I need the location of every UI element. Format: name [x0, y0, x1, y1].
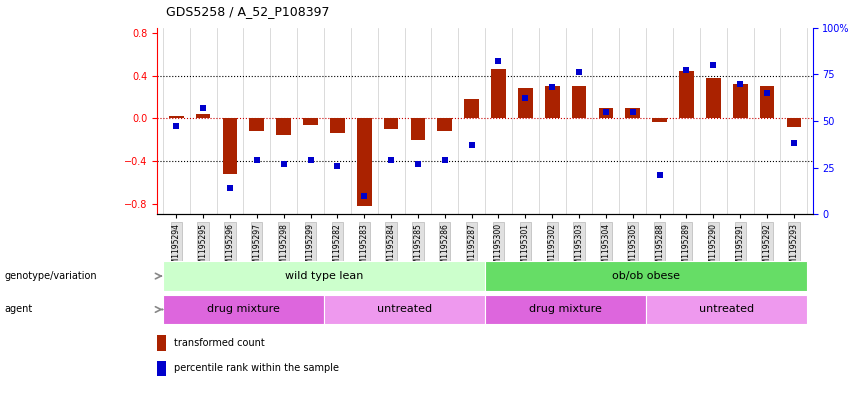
Bar: [196, 114, 210, 118]
Bar: [760, 86, 774, 118]
Bar: [437, 118, 452, 131]
Text: transformed count: transformed count: [174, 338, 266, 348]
Point: [304, 157, 317, 163]
Text: drug mixture: drug mixture: [529, 305, 602, 314]
Point: [626, 108, 640, 115]
Text: untreated: untreated: [377, 305, 432, 314]
Bar: [330, 118, 345, 133]
Bar: [485, 261, 808, 291]
Point: [545, 84, 559, 90]
Point: [169, 123, 183, 130]
Bar: [249, 118, 264, 131]
Text: GDS5258 / A_52_P108397: GDS5258 / A_52_P108397: [166, 5, 329, 18]
Bar: [277, 118, 291, 135]
Bar: [733, 84, 747, 118]
Text: untreated: untreated: [700, 305, 754, 314]
Bar: [491, 69, 505, 118]
Point: [330, 162, 344, 169]
Bar: [545, 86, 560, 118]
Bar: [598, 108, 614, 118]
Point: [385, 157, 398, 163]
Text: drug mixture: drug mixture: [207, 305, 280, 314]
Point: [518, 95, 532, 101]
Bar: [465, 99, 479, 118]
Bar: [324, 295, 485, 324]
Point: [411, 161, 425, 167]
Bar: [646, 295, 808, 324]
Point: [277, 161, 290, 167]
Bar: [652, 118, 667, 123]
Point: [706, 62, 720, 68]
Bar: [163, 261, 485, 291]
Bar: [357, 118, 372, 206]
Point: [223, 185, 237, 191]
Bar: [157, 361, 166, 376]
Bar: [485, 295, 646, 324]
Text: wild type lean: wild type lean: [285, 271, 363, 281]
Point: [787, 140, 801, 146]
Bar: [168, 116, 184, 118]
Point: [438, 157, 452, 163]
Point: [734, 80, 747, 86]
Bar: [706, 78, 721, 118]
Bar: [157, 335, 166, 351]
Bar: [625, 108, 640, 118]
Bar: [410, 118, 426, 140]
Point: [197, 105, 210, 111]
Bar: [384, 118, 398, 129]
Point: [760, 90, 774, 96]
Text: ob/ob obese: ob/ob obese: [612, 271, 680, 281]
Text: genotype/variation: genotype/variation: [4, 271, 97, 281]
Bar: [572, 86, 586, 118]
Point: [572, 69, 585, 75]
Point: [357, 192, 371, 198]
Bar: [223, 118, 237, 174]
Bar: [679, 71, 694, 118]
Bar: [303, 118, 318, 125]
Point: [250, 157, 264, 163]
Bar: [786, 118, 802, 127]
Text: percentile rank within the sample: percentile rank within the sample: [174, 364, 340, 373]
Text: agent: agent: [4, 305, 32, 314]
Bar: [163, 295, 324, 324]
Point: [465, 142, 478, 148]
Point: [680, 67, 694, 73]
Point: [492, 58, 505, 64]
Bar: [518, 88, 533, 118]
Point: [653, 172, 666, 178]
Point: [599, 108, 613, 115]
